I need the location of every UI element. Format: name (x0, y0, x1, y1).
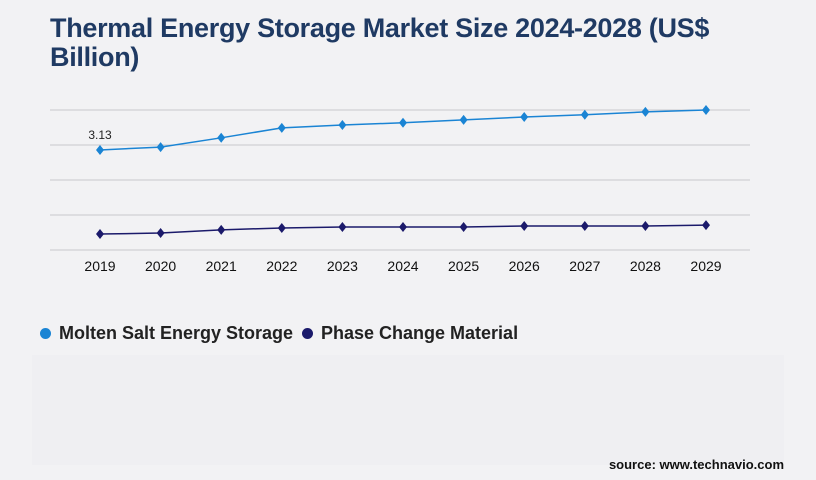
x-tick-label: 2025 (448, 258, 479, 274)
x-tick-label: 2028 (630, 258, 661, 274)
data-point (156, 228, 165, 239)
data-point (338, 120, 347, 131)
data-point (399, 117, 407, 128)
legend-marker-icon (40, 328, 51, 339)
data-label: 3.13 (88, 128, 112, 142)
background-panel (32, 355, 784, 465)
chart-title: Thermal Energy Storage Market Size 2024-… (50, 13, 710, 72)
source-text: source: www.technavio.com (608, 457, 784, 472)
x-tick-label: 2027 (569, 258, 600, 274)
data-point (520, 112, 529, 123)
data-point (520, 221, 529, 232)
data-point (580, 221, 589, 232)
data-point (641, 221, 650, 232)
data-point (459, 221, 468, 232)
x-tick-label: 2026 (509, 258, 540, 274)
x-tick-label: 2023 (327, 258, 358, 274)
data-point (459, 114, 468, 125)
series-line (99, 109, 707, 151)
legend-label: Molten Salt Energy Storage (59, 323, 294, 343)
data-point (338, 221, 347, 232)
legend-item-phase-change: Phase Change Material (302, 323, 518, 344)
data-point (217, 132, 226, 143)
data-point (702, 220, 710, 231)
data-point (641, 106, 650, 117)
legend-marker-icon (302, 328, 313, 339)
x-tick-label: 2020 (145, 258, 176, 274)
data-point (277, 122, 286, 133)
x-tick-label: 2024 (387, 258, 418, 274)
x-tick-label: 2022 (266, 258, 297, 274)
data-point (399, 221, 407, 232)
legend-label: Phase Change Material (321, 323, 519, 343)
line-chart: 2019 2020 2021 2022 2023 2024 2025 2026 2027 2028… (50, 105, 750, 274)
data-point (156, 142, 165, 153)
data-point (702, 105, 710, 115)
data-point (96, 229, 104, 240)
data-point (96, 144, 104, 155)
x-tick-label: 2021 (206, 258, 237, 274)
data-point (277, 222, 286, 233)
x-tick-label: 2029 (690, 258, 721, 274)
data-point (580, 109, 589, 120)
x-tick-label: 2019 (84, 258, 115, 274)
legend-item-molten-salt: Molten Salt Energy Storage (40, 323, 293, 344)
data-point (217, 224, 226, 235)
